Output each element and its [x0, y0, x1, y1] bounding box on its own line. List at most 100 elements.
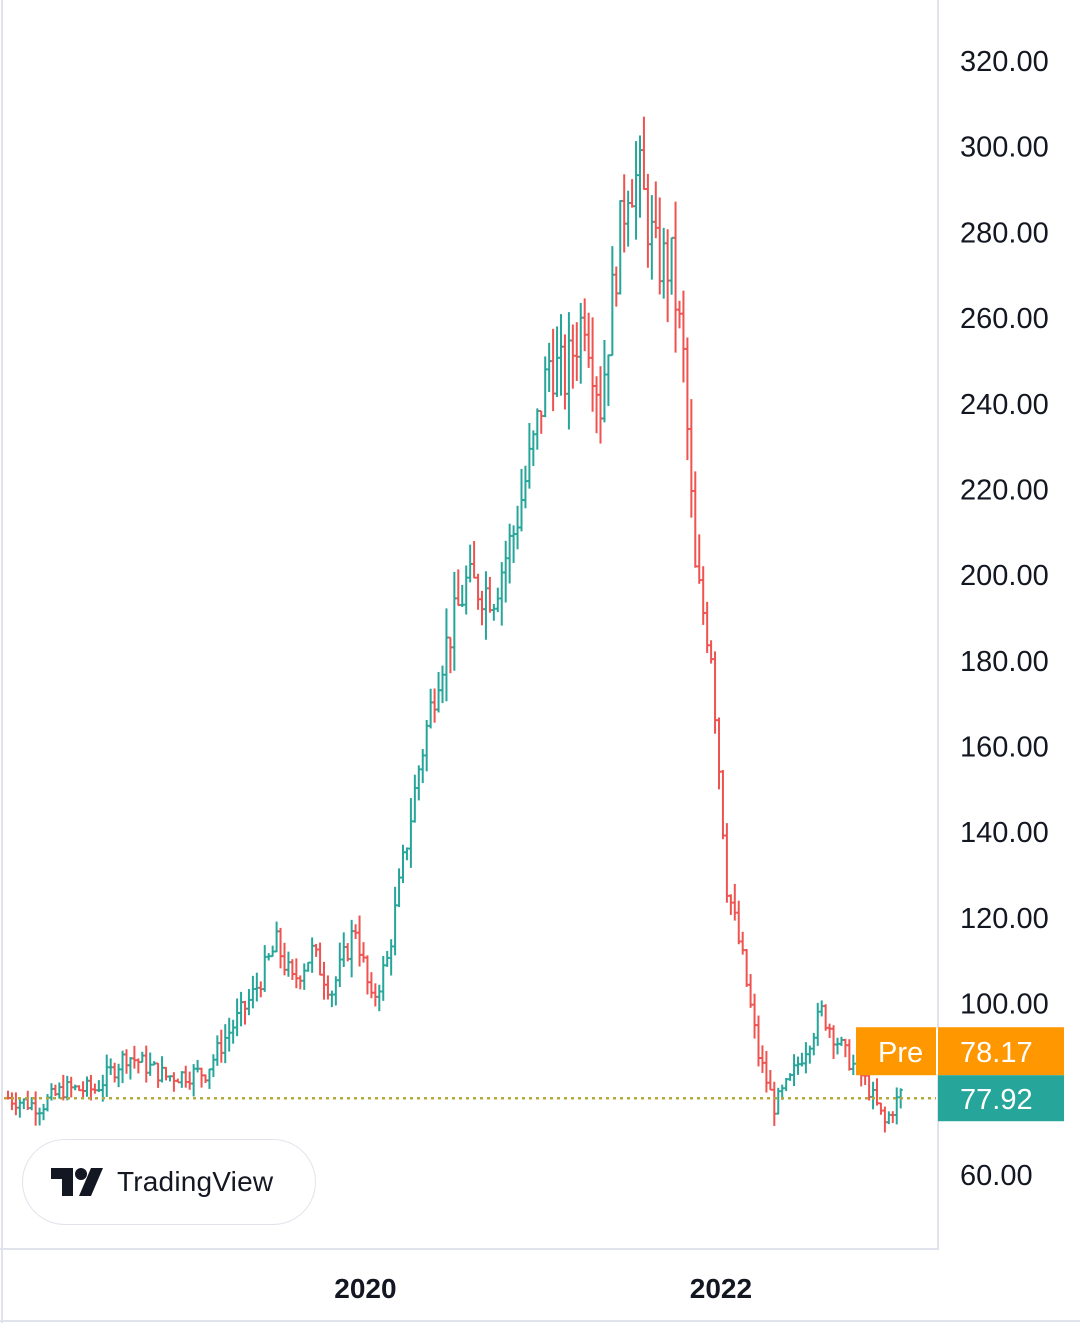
ohlc-bar: [768, 1069, 773, 1091]
ohlc-bar: [65, 1075, 70, 1101]
ohlc-bar: [539, 409, 544, 434]
ohlc-bar: [227, 1017, 232, 1052]
ohlc-bar: [634, 141, 639, 240]
ohlc-bar: [187, 1071, 192, 1090]
ohlc-bar: [843, 1038, 848, 1058]
ohlc-bar: [570, 324, 575, 389]
ohlc-bar: [195, 1059, 200, 1073]
ohlc-bar: [246, 989, 251, 1016]
ohlc-bar: [377, 984, 382, 1012]
ohlc-bar: [373, 983, 378, 1007]
ohlc-bar: [314, 943, 319, 957]
y-tick-label: 300.00: [960, 132, 1049, 164]
ohlc-bar: [207, 1068, 212, 1089]
ohlc-bar: [851, 1054, 856, 1076]
ohlc-bar: [349, 919, 354, 978]
ohlc-bar: [705, 601, 710, 654]
y-tick-label: 100.00: [960, 989, 1049, 1021]
ohlc-bar: [53, 1084, 58, 1097]
ohlc-bar: [266, 953, 271, 961]
ohlc-bar: [302, 963, 307, 990]
ohlc-bar: [45, 1094, 50, 1112]
ohlc-bar: [566, 312, 571, 430]
last-price-badge-bg: [938, 1075, 1064, 1122]
ohlc-bar: [440, 665, 445, 704]
ohlc-bar: [578, 302, 583, 384]
pre-market-badge-bg: [856, 1027, 1064, 1076]
ohlc-bar: [258, 981, 263, 998]
ohlc-bar: [756, 1015, 761, 1067]
ohlc-bar: [839, 1036, 844, 1046]
ohlc-bar: [681, 290, 686, 383]
ohlc-bar: [697, 534, 702, 584]
ohlc-bar: [37, 1107, 42, 1126]
ohlc-bar: [673, 201, 678, 353]
ohlc-bar: [436, 672, 441, 713]
ohlc-bar: [551, 328, 556, 412]
ohlc-bar: [286, 951, 291, 977]
ohlc-bar: [412, 774, 417, 823]
pre-market-label: Pre: [878, 1037, 923, 1069]
ohlc-bar: [811, 1032, 816, 1056]
ohlc-bar: [614, 266, 619, 307]
ohlc-bar: [669, 236, 674, 295]
ohlc-bar: [191, 1064, 196, 1097]
ohlc-bar: [732, 883, 737, 921]
ohlc-bar: [416, 765, 421, 801]
ohlc-bar: [562, 334, 567, 410]
ohlc-bar: [365, 955, 370, 995]
ohlc-bar: [325, 975, 330, 1000]
ohlc-bar: [574, 322, 579, 381]
ohlc-bar: [618, 199, 623, 295]
y-tick-label: 200.00: [960, 560, 1049, 592]
ohlc-bar: [748, 974, 753, 1008]
ohlc-bar: [594, 376, 599, 434]
ohlc-bar: [9, 1092, 14, 1111]
ohlc-bar: [701, 566, 706, 625]
ohlc-bar: [626, 190, 631, 247]
ohlc-bar: [223, 1024, 228, 1064]
ohlc-bar: [495, 587, 500, 613]
y-tick-label: 320.00: [960, 46, 1049, 78]
ohlc-bar: [547, 342, 552, 393]
ohlc-bar: [136, 1058, 141, 1074]
ohlc-bar: [894, 1087, 899, 1125]
ohlc-bar: [847, 1039, 852, 1071]
ohlc-bar: [776, 1087, 781, 1115]
ohlc-bar: [432, 688, 437, 723]
ohlc-bar: [357, 915, 362, 967]
ohlc-bar: [77, 1085, 82, 1092]
ohlc-bar: [57, 1082, 62, 1099]
ohlc-bar: [665, 229, 670, 323]
ohlc-bar: [602, 340, 607, 423]
ohlc-bar: [610, 246, 615, 357]
ohlc-bar: [831, 1025, 836, 1059]
ohlc-bar: [764, 1051, 769, 1093]
ohlc-bar: [693, 471, 698, 568]
ohlc-bar: [456, 569, 461, 607]
ohlc-bar: [211, 1054, 216, 1078]
ohlc-bar: [476, 573, 481, 610]
last-price-badge: 77.92: [938, 1075, 1064, 1122]
ohlc-bar: [657, 197, 662, 295]
ohlc-bar: [381, 955, 386, 1001]
ohlc-bar: [480, 590, 484, 626]
ohlc-bar: [468, 544, 473, 583]
ohlc-bar: [543, 356, 548, 418]
ohlc-bar: [73, 1084, 78, 1091]
ohlc-bar: [397, 868, 402, 908]
tradingview-logo[interactable]: TradingView: [22, 1139, 316, 1225]
ohlc-bar: [219, 1029, 224, 1063]
ohlc-bar: [96, 1080, 101, 1092]
ohlc-bar: [345, 943, 350, 962]
ohlc-bar: [274, 921, 279, 953]
ohlc-bar: [598, 366, 603, 444]
ohlc-bar: [231, 1019, 236, 1044]
ohlc-bar: [519, 468, 524, 532]
last-price-value: 77.92: [960, 1084, 1033, 1116]
ohlc-bar: [653, 181, 658, 239]
ohlc-bar: [713, 651, 718, 734]
ohlc-bar: [483, 571, 488, 640]
ohlc-bar: [239, 991, 244, 1027]
